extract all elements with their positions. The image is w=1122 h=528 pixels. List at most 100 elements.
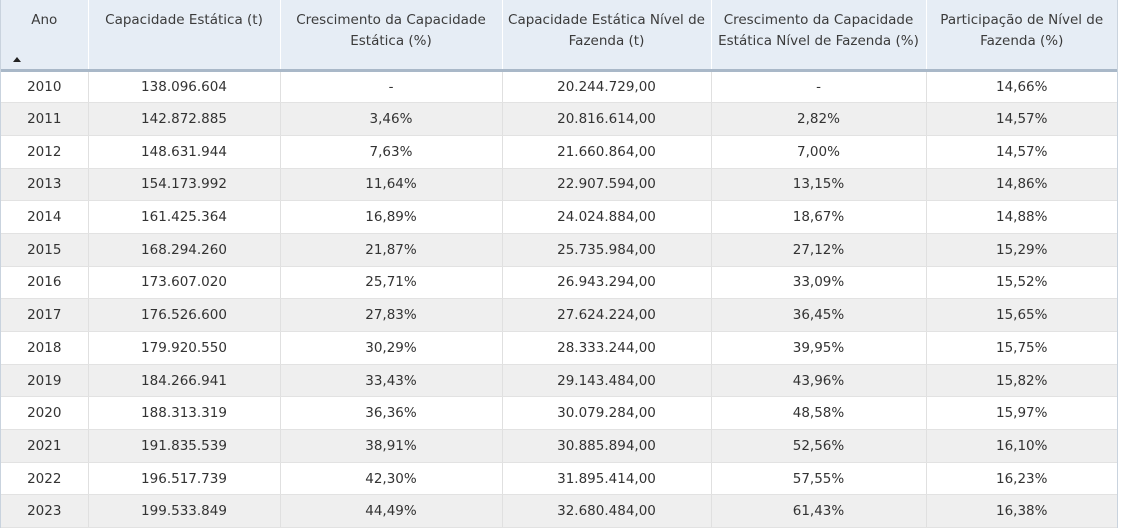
cell-crescimento-fazenda: 57,55%	[711, 462, 927, 496]
cell-capacidade-fazenda: 25.735.984,00	[502, 233, 712, 267]
table-row[interactable]: 2016 173.607.020 25,71% 26.943.294,00 33,09%…	[1, 266, 1117, 300]
cell-ano: 2018	[1, 331, 89, 365]
column-header-participacao[interactable]: Participação de Nível de Fazenda (%)	[926, 0, 1117, 72]
cell-capacidade-fazenda: 32.680.484,00	[502, 494, 712, 528]
cell-crescimento: 38,91%	[280, 429, 503, 463]
column-header-label: Ano	[31, 12, 58, 28]
cell-capacidade-fazenda: 30.885.894,00	[502, 429, 712, 463]
cell-ano: 2016	[1, 266, 89, 300]
cell-participacao: 15,52%	[926, 266, 1117, 300]
cell-participacao: 15,75%	[926, 331, 1117, 365]
cell-crescimento: 3,46%	[280, 102, 503, 136]
cell-capacidade: 173.607.020	[88, 266, 281, 300]
cell-capacidade: 154.173.992	[88, 168, 281, 202]
cell-capacidade-fazenda: 27.624.224,00	[502, 298, 712, 332]
cell-capacidade-fazenda: 28.333.244,00	[502, 331, 712, 365]
cell-capacidade-fazenda: 30.079.284,00	[502, 396, 712, 431]
cell-ano: 2017	[1, 298, 89, 332]
cell-participacao: 16,38%	[926, 494, 1117, 528]
cell-participacao: 14,88%	[926, 200, 1117, 234]
cell-participacao: 16,10%	[926, 429, 1117, 463]
table-row[interactable]: 2015 168.294.260 21,87% 25.735.984,00 27,12%…	[1, 233, 1117, 267]
cell-capacidade-fazenda: 22.907.594,00	[502, 168, 712, 202]
table-row[interactable]: 2023 199.533.849 44,49% 32.680.484,00 61,43%…	[1, 494, 1117, 528]
cell-capacidade: 138.096.604	[88, 70, 281, 104]
table-row[interactable]: 2013 154.173.992 11,64% 22.907.594,00 13,15%…	[1, 168, 1117, 202]
header-row: Ano Capacidade Estática (t) Crescimento …	[1, 0, 1117, 72]
cell-crescimento-fazenda: 43,96%	[711, 364, 927, 398]
cell-ano: 2011	[1, 102, 89, 136]
cell-crescimento: 36,36%	[280, 396, 503, 431]
column-header-capacidade[interactable]: Capacidade Estática (t)	[88, 0, 281, 72]
table-row[interactable]: 2017 176.526.600 27,83% 27.624.224,00 36,45%…	[1, 298, 1117, 332]
cell-participacao: 14,57%	[926, 102, 1117, 136]
cell-crescimento-fazenda: 13,15%	[711, 168, 927, 202]
cell-ano: 2020	[1, 396, 89, 431]
cell-crescimento: 42,30%	[280, 462, 503, 496]
cell-participacao: 14,86%	[926, 168, 1117, 202]
cell-capacidade-fazenda: 20.816.614,00	[502, 102, 712, 136]
cell-crescimento: -	[280, 70, 503, 104]
cell-crescimento: 44,49%	[280, 494, 503, 528]
sort-ascending-icon[interactable]	[13, 56, 21, 62]
cell-participacao: 14,66%	[926, 70, 1117, 104]
table-row[interactable]: 2022 196.517.739 42,30% 31.895.414,00 57,55%…	[1, 462, 1117, 496]
cell-participacao: 15,29%	[926, 233, 1117, 267]
cell-ano: 2012	[1, 135, 89, 169]
table-row[interactable]: 2014 161.425.364 16,89% 24.024.884,00 18,67%…	[1, 200, 1117, 234]
cell-participacao: 15,65%	[926, 298, 1117, 332]
table-row[interactable]: 2018 179.920.550 30,29% 28.333.244,00 39,95%…	[1, 331, 1117, 365]
cell-ano: 2023	[1, 494, 89, 528]
cell-capacidade: 142.872.885	[88, 102, 281, 136]
column-header-label: Capacidade Estática (t)	[105, 12, 263, 28]
cell-capacidade: 191.835.539	[88, 429, 281, 463]
cell-capacidade: 196.517.739	[88, 462, 281, 496]
table-header: Ano Capacidade Estática (t) Crescimento …	[1, 0, 1117, 72]
cell-capacidade-fazenda: 24.024.884,00	[502, 200, 712, 234]
table-row[interactable]: 2011 142.872.885 3,46% 20.816.614,00 2,82% 14…	[1, 102, 1117, 136]
cell-crescimento: 25,71%	[280, 266, 503, 300]
table-row[interactable]: 2020 188.313.319 36,36% 30.079.284,00 48,58%…	[1, 396, 1117, 431]
cell-capacidade: 168.294.260	[88, 233, 281, 267]
cell-crescimento: 21,87%	[280, 233, 503, 267]
cell-capacidade: 176.526.600	[88, 298, 281, 332]
column-header-crescimento[interactable]: Crescimento da Capacidade Estática (%)	[280, 0, 503, 72]
cell-crescimento-fazenda: 61,43%	[711, 494, 927, 528]
cell-ano: 2019	[1, 364, 89, 398]
cell-crescimento-fazenda: 48,58%	[711, 396, 927, 431]
cell-participacao: 15,97%	[926, 396, 1117, 431]
table-row[interactable]: 2010 138.096.604-20.244.729,00-14,66%	[1, 70, 1117, 104]
cell-capacidade: 179.920.550	[88, 331, 281, 365]
cell-crescimento-fazenda: 36,45%	[711, 298, 927, 332]
cell-crescimento: 30,29%	[280, 331, 503, 365]
cell-capacidade-fazenda: 31.895.414,00	[502, 462, 712, 496]
cell-ano: 2015	[1, 233, 89, 267]
cell-crescimento-fazenda: 2,82%	[711, 102, 927, 136]
cell-crescimento-fazenda: 33,09%	[711, 266, 927, 300]
table-row[interactable]: 2021 191.835.539 38,91% 30.885.894,00 52,56%…	[1, 429, 1117, 463]
cell-crescimento-fazenda: 7,00%	[711, 135, 927, 169]
column-header-crescimento-fazenda[interactable]: Crescimento da Capacidade Estática Nível…	[711, 0, 927, 72]
cell-crescimento-fazenda: 39,95%	[711, 331, 927, 365]
cell-capacidade-fazenda: 29.143.484,00	[502, 364, 712, 398]
cell-capacidade: 161.425.364	[88, 200, 281, 234]
cell-participacao: 15,82%	[926, 364, 1117, 398]
column-header-label: Crescimento da Capacidade Estática Nível…	[718, 12, 919, 49]
cell-participacao: 14,57%	[926, 135, 1117, 169]
column-header-label: Crescimento da Capacidade Estática (%)	[296, 12, 486, 49]
cell-crescimento: 27,83%	[280, 298, 503, 332]
column-header-capacidade-fazenda[interactable]: Capacidade Estática Nível de Fazenda (t)	[502, 0, 712, 72]
cell-crescimento-fazenda: 52,56%	[711, 429, 927, 463]
column-header-ano[interactable]: Ano	[1, 0, 89, 72]
cell-capacidade: 184.266.941	[88, 364, 281, 398]
cell-capacidade: 148.631.944	[88, 135, 281, 169]
column-header-label: Capacidade Estática Nível de Fazenda (t)	[508, 12, 705, 49]
cell-ano: 2010	[1, 70, 89, 104]
cell-crescimento-fazenda: -	[711, 70, 927, 104]
cell-crescimento: 16,89%	[280, 200, 503, 234]
cell-ano: 2022	[1, 462, 89, 496]
table-row[interactable]: 2012 148.631.944 7,63% 21.660.864,00 7,00% 14…	[1, 135, 1117, 169]
table-row[interactable]: 2019 184.266.941 33,43% 29.143.484,00 43,96%…	[1, 364, 1117, 398]
